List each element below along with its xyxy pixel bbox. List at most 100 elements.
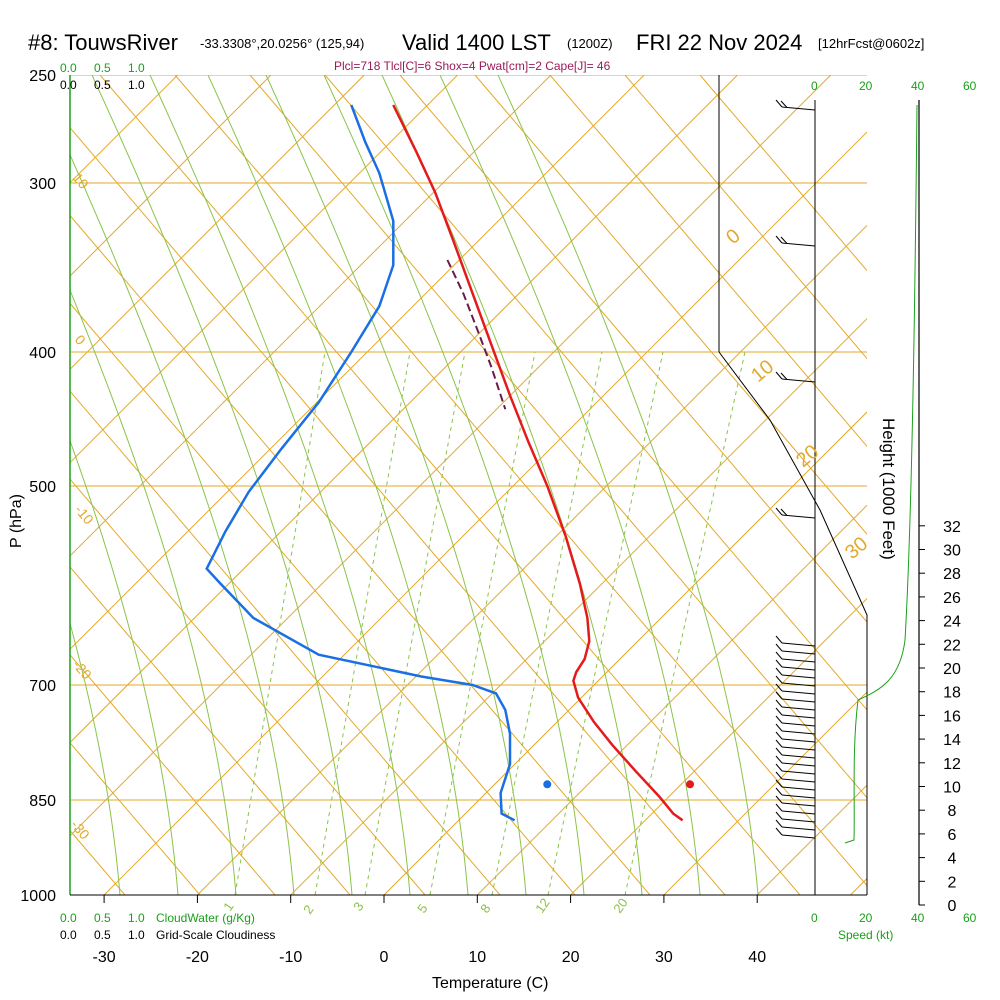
isotherm-label: 0 <box>722 225 745 249</box>
wind-barb <box>775 507 816 519</box>
p-tick-label: 1000 <box>20 888 56 905</box>
cloud-top-black-2: 1.0 <box>128 78 145 92</box>
dry-adiabat <box>70 390 501 895</box>
barb-staff <box>781 762 816 767</box>
height-tick-label: 2 <box>948 874 957 891</box>
barb-staff <box>781 786 816 791</box>
barb-staff <box>781 802 816 807</box>
t-tick-label: 20 <box>562 949 580 966</box>
dry-adiabat <box>549 75 867 448</box>
isotherm-line <box>570 597 867 895</box>
cloud-scale-top: 0.0 0.5 1.0 0.0 0.5 1.0 <box>60 61 145 92</box>
mixing-ratio-label: 2 <box>300 902 316 917</box>
moist-adiabat <box>439 75 701 895</box>
dry-adiabat <box>70 654 276 895</box>
barb-staff <box>781 730 816 735</box>
cloud-top-green-2: 1.0 <box>128 61 145 75</box>
barb-flag <box>775 659 783 668</box>
mixing-ratio-label: 12 <box>532 895 553 915</box>
moist-adiabat <box>497 75 759 895</box>
adiabat-label: -20 <box>70 657 95 683</box>
isotherm-line <box>70 75 832 837</box>
cloud-top-green-1: 0.5 <box>94 61 111 75</box>
t-tick-label: 30 <box>655 949 673 966</box>
mixing-ratio-line <box>314 351 411 895</box>
isotherm-line <box>70 75 645 650</box>
cloud-bot-black-1: 0.5 <box>94 928 111 942</box>
t-tick-label: -10 <box>279 949 302 966</box>
barb-flag <box>775 763 783 772</box>
barb-flag <box>780 508 788 516</box>
barb-staff <box>781 642 816 647</box>
cloudwater-label: CloudWater (g/Kg) <box>156 911 255 925</box>
speed-top-1: 20 <box>859 79 873 93</box>
speed-top-0: 0 <box>811 79 818 93</box>
height-tick-label: 6 <box>948 827 957 844</box>
wind-barb <box>775 99 816 111</box>
barb-staff <box>781 706 816 711</box>
barb-flag <box>775 675 783 684</box>
barb-flag <box>775 827 783 836</box>
barb-staff <box>781 690 816 695</box>
wind-barb <box>775 683 816 695</box>
dry-adiabat <box>70 566 351 895</box>
dry-adiabat <box>70 214 651 895</box>
wind-barb <box>775 747 816 759</box>
t-tick-label: 0 <box>380 949 389 966</box>
zulu-time: (1200Z) <box>567 36 613 51</box>
mixing-ratio-line <box>234 351 326 895</box>
isotherm-label: 10 <box>747 356 778 387</box>
dry-adiabat <box>624 75 867 360</box>
cloud-scale-bottom: 0.0 0.5 1.0 CloudWater (g/Kg) 0.0 0.5 1.… <box>60 911 275 942</box>
barb-flag <box>780 100 788 108</box>
mixing-ratio-line <box>429 351 536 895</box>
wind-barb <box>775 643 816 655</box>
right-frame-lower <box>718 351 868 895</box>
barb-staff <box>781 794 816 799</box>
isotherm-line <box>290 317 867 895</box>
speed-scale-top: 0 20 40 60 <box>811 79 977 93</box>
barb-flag <box>775 651 783 660</box>
isotherm-line <box>850 877 867 895</box>
barb-flag <box>775 731 783 740</box>
p-tick-label: 700 <box>29 678 56 695</box>
wind-barbs <box>775 99 816 839</box>
sounding-traces <box>205 104 695 822</box>
dry-adiabat <box>699 75 867 272</box>
barb-flag <box>775 683 783 692</box>
mixing-ratio-label: 3 <box>350 899 366 914</box>
moist-adiabat <box>70 439 179 895</box>
barb-flag <box>775 235 783 244</box>
height-tick-label: 28 <box>943 566 961 583</box>
barb-flag <box>775 779 783 788</box>
barb-staff <box>781 810 816 815</box>
t-tick-label: 40 <box>748 949 766 966</box>
barb-staff <box>781 738 816 743</box>
cloud-top-black-1: 0.5 <box>94 78 111 92</box>
station-title: #8: TouwsRiver <box>28 30 178 55</box>
station-coords: -33.3308°,20.0256° (125,94) <box>200 36 364 51</box>
barb-staff <box>781 722 816 727</box>
barb-flag <box>775 99 783 108</box>
wind-barb <box>775 699 816 711</box>
cloud-bot-black-0: 0.0 <box>60 928 77 942</box>
height-tick-label: 8 <box>948 803 957 820</box>
isotherm-line <box>103 131 867 895</box>
barb-flag <box>775 715 783 724</box>
sounding-params: Plcl=718 Tlcl[C]=6 Shox=4 Pwat[cm]=2 Cap… <box>334 59 611 73</box>
speed-bot-3: 60 <box>963 911 977 925</box>
forecast-run: [12hrFcst@0602z] <box>818 36 924 51</box>
mixing-ratio-line <box>491 351 603 895</box>
wind-barb <box>775 787 816 799</box>
wind-barb <box>775 371 816 383</box>
isotherm-line <box>383 411 867 895</box>
isotherm-line <box>70 75 365 371</box>
barb-flag <box>775 507 783 516</box>
wind-barb <box>775 755 816 767</box>
barb-staff <box>781 826 816 831</box>
moist-adiabat <box>149 75 411 895</box>
height-tick-label: 12 <box>943 756 961 773</box>
dry-adiabat <box>70 741 201 895</box>
height-tick-label: 32 <box>943 519 961 536</box>
